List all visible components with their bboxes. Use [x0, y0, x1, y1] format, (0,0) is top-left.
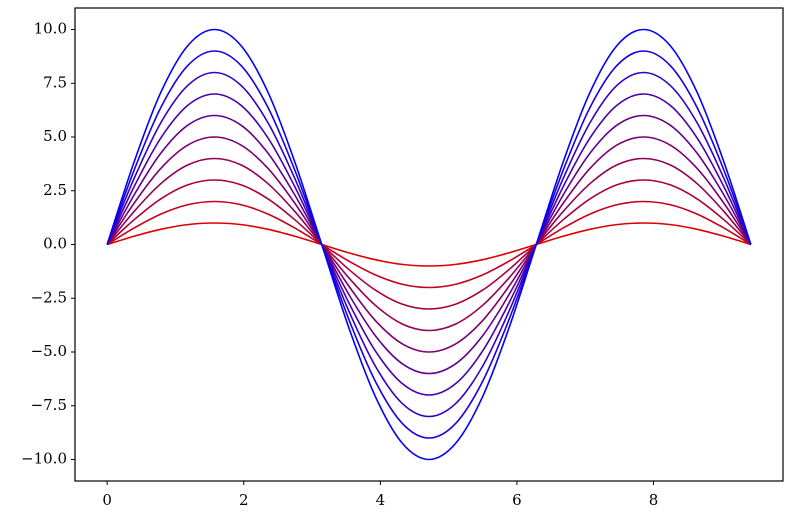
y-tick-label: −2.5	[31, 288, 67, 306]
line-series	[106, 50, 752, 439]
x-tick-label: 8	[649, 491, 659, 509]
y-tick-label: 7.5	[43, 73, 67, 91]
line-series	[106, 71, 752, 418]
y-tick-label: −5.0	[31, 342, 67, 360]
line-series	[106, 114, 752, 375]
line-series	[106, 28, 752, 461]
x-tick-label: 4	[376, 491, 386, 509]
x-tick-label: 2	[239, 491, 249, 509]
y-tick-label: −10.0	[21, 450, 67, 468]
line-series	[106, 136, 752, 353]
x-tick-label: 6	[512, 491, 522, 509]
x-tick-label: 0	[102, 491, 112, 509]
y-tick-label: 2.5	[43, 181, 67, 199]
line-series	[106, 179, 752, 310]
y-tick-label: 0.0	[43, 235, 67, 253]
y-tick-label: −7.5	[31, 396, 67, 414]
line-series	[106, 157, 752, 332]
line-series	[106, 222, 752, 267]
plot-frame	[74, 7, 784, 482]
line-series	[106, 200, 752, 289]
y-tick-label: 10.0	[34, 20, 67, 38]
y-tick-label: 5.0	[43, 127, 67, 145]
line-series	[106, 93, 752, 396]
